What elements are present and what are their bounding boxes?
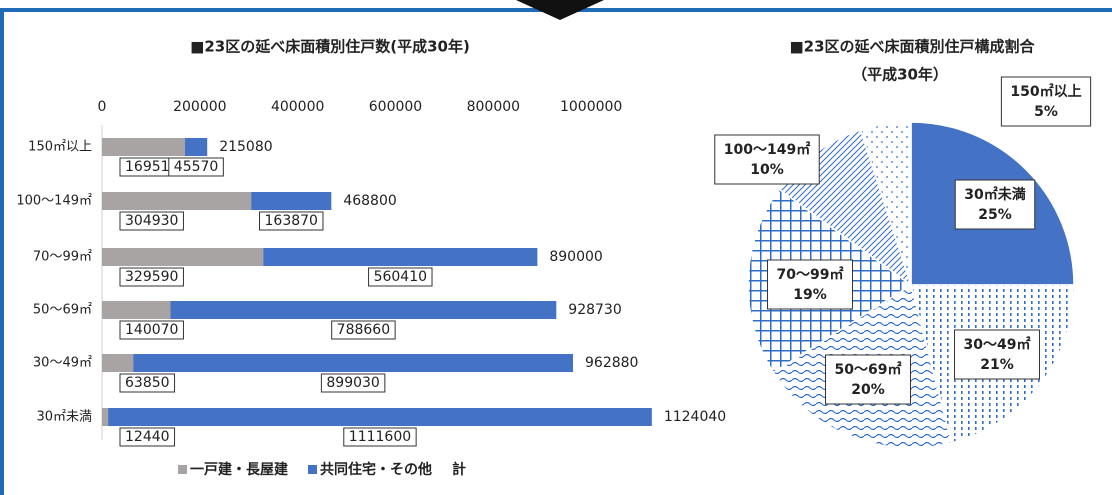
segment-label-box	[119, 427, 176, 447]
pie-title: ■23区の延べ床面積別住戸構成割合	[789, 38, 1035, 56]
slice-value: 25%	[978, 207, 1012, 223]
bar-segment	[184, 138, 208, 156]
frame-left	[0, 8, 4, 495]
segment-label-box	[259, 211, 324, 231]
pointer	[516, 0, 604, 20]
segment-label-box	[119, 267, 184, 287]
segment-label: 12440	[125, 429, 170, 445]
segment-label-box	[343, 427, 417, 447]
slice-name: 30～49㎡	[964, 336, 1031, 353]
legend-swatch	[308, 465, 317, 474]
segment-label: 163870	[265, 213, 318, 229]
bar-segment	[102, 192, 252, 210]
segment-label: 788660	[337, 322, 390, 338]
bar-segment	[102, 408, 109, 426]
total-label: 928730	[568, 302, 621, 318]
segment-label-box	[119, 320, 184, 340]
pie-slice	[859, 121, 912, 286]
legend-label: 共同住宅・その他	[320, 461, 432, 478]
bar-segment	[133, 354, 574, 372]
x-tick-label: 800000	[467, 99, 520, 115]
category-label: 70～99㎡	[33, 250, 92, 265]
category-label: 50～69㎡	[33, 303, 92, 318]
slice-name: 100～149㎡	[724, 141, 810, 158]
slice-name: 150㎡以上	[1010, 83, 1081, 100]
bar-segment	[263, 248, 538, 266]
bar-segment	[108, 408, 652, 426]
segment-label: 45570	[174, 159, 219, 175]
slice-name: 50～69㎡	[835, 361, 902, 378]
segment-label: 329590	[125, 269, 178, 285]
bar-segment	[170, 301, 557, 319]
slice-label-box	[767, 259, 853, 310]
slice-value: 21%	[980, 357, 1014, 373]
slice-label-box	[825, 354, 911, 405]
segment-label: 899030	[326, 375, 379, 391]
chart-title: ■23区の延べ床面積別住戸数(平成30年)	[190, 38, 470, 56]
segment-label-box	[119, 211, 184, 231]
category-label: 30㎡未満	[36, 410, 92, 425]
slice-value: 5%	[1034, 104, 1058, 120]
slice-name: 70～99㎡	[777, 266, 844, 283]
segment-label-box	[119, 373, 176, 393]
segment-label: 1111600	[349, 429, 411, 445]
segment-label: 169510	[125, 159, 178, 175]
x-tick-label: 600000	[369, 99, 422, 115]
slice-label-box	[954, 179, 1036, 230]
slice-value: 10%	[750, 162, 784, 178]
legend-swatch	[178, 465, 187, 474]
slice-label-box	[1000, 76, 1092, 127]
total-label: 468800	[343, 193, 396, 209]
segment-label: 140070	[125, 322, 178, 338]
x-tick-label: 200000	[173, 99, 226, 115]
bar-segment	[251, 192, 332, 210]
bar-segment	[102, 301, 171, 319]
slice-label-box	[714, 134, 820, 185]
segment-label-box	[168, 157, 224, 177]
legend-label: 一戸建・長屋建	[190, 461, 288, 478]
category-label: 30～49㎡	[33, 356, 92, 371]
x-tick-label: 400000	[271, 99, 324, 115]
legend-label: 計	[452, 461, 466, 478]
total-label: 890000	[549, 249, 602, 265]
segment-label-box	[331, 320, 396, 340]
category-label: 150㎡以上	[28, 140, 92, 155]
slice-value: 20%	[851, 382, 885, 398]
segment-label-box	[320, 373, 386, 393]
total-label: 962880	[585, 355, 638, 371]
bar-segment	[102, 354, 134, 372]
segment-label-box	[368, 267, 433, 287]
total-label: 1124040	[664, 409, 726, 425]
x-tick-label: 0	[98, 99, 107, 115]
segment-label: 304930	[125, 213, 178, 229]
x-tick-label: 1000000	[560, 99, 622, 115]
total-label: 215080	[219, 139, 272, 155]
segment-label: 560410	[374, 269, 427, 285]
bar-segment	[102, 248, 264, 266]
pie-subtitle: （平成30年）	[852, 66, 948, 84]
category-label: 100～149㎡	[16, 194, 92, 209]
slice-name: 30㎡未満	[964, 186, 1025, 203]
segment-label: 63850	[125, 375, 170, 391]
bar-segment	[102, 138, 185, 156]
slice-label-box	[954, 329, 1040, 380]
slice-value: 19%	[793, 287, 827, 303]
